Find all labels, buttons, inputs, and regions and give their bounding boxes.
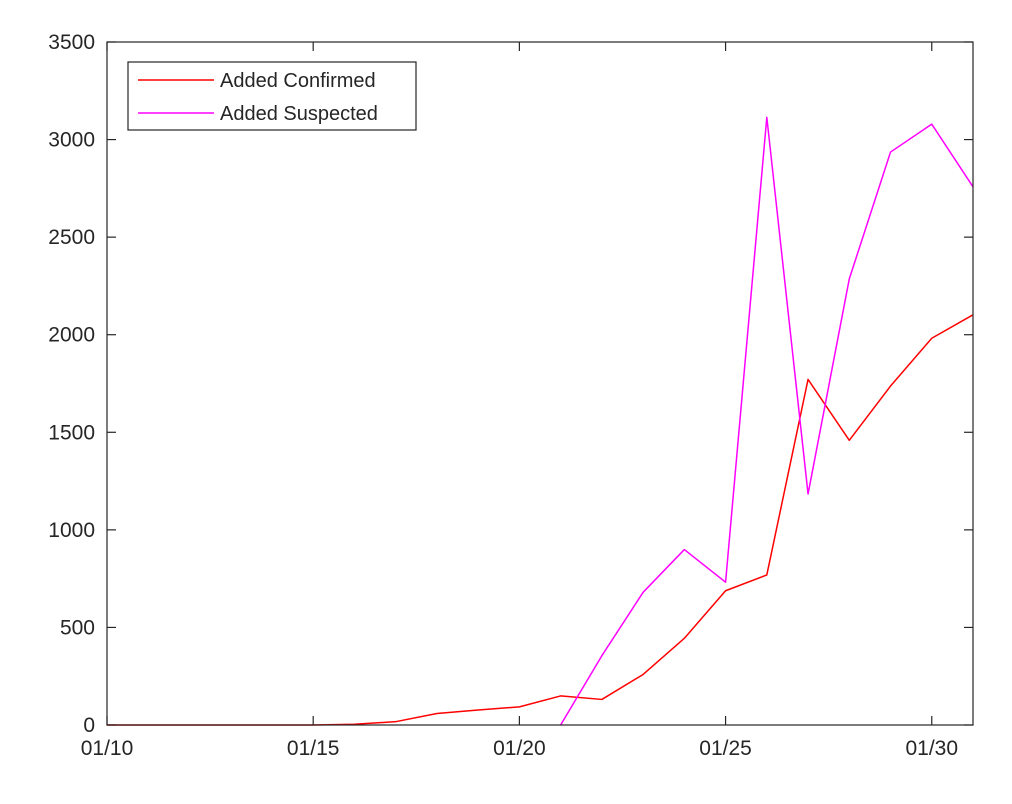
axes-layer xyxy=(106,41,974,726)
x-tick-label-01-10: 01/10 xyxy=(81,737,134,760)
y-tick-label-0: 0 xyxy=(83,714,95,737)
legend-label-added-suspected: Added Suspected xyxy=(220,103,378,125)
legend-label-added-confirmed: Added Confirmed xyxy=(220,70,376,92)
y-tick-label-2500: 2500 xyxy=(48,226,95,249)
x-tick-label-01-30: 01/30 xyxy=(905,737,958,760)
legend: Added Confirmed Added Suspected xyxy=(127,61,417,131)
x-tick-label-01-20: 01/20 xyxy=(493,737,546,760)
x-tick-label-01-25: 01/25 xyxy=(699,737,752,760)
legend-box xyxy=(127,61,417,131)
y-tick-label-3000: 3000 xyxy=(48,129,95,152)
y-tick-label-3500: 3500 xyxy=(48,31,95,54)
ticks-layer: 01/10 01/15 01/20 01/25 01/30 0 500 1000 1500 200… xyxy=(48,31,973,760)
plot-area xyxy=(107,42,973,725)
axes-box xyxy=(106,41,974,726)
series-line-added-suspected xyxy=(559,116,974,726)
x-tick-label-01-15: 01/15 xyxy=(287,737,340,760)
y-tick-label-1500: 1500 xyxy=(48,421,95,444)
y-tick-label-1000: 1000 xyxy=(48,519,95,542)
y-tick-label-500: 500 xyxy=(60,616,95,639)
y-tick-label-2000: 2000 xyxy=(48,324,95,347)
